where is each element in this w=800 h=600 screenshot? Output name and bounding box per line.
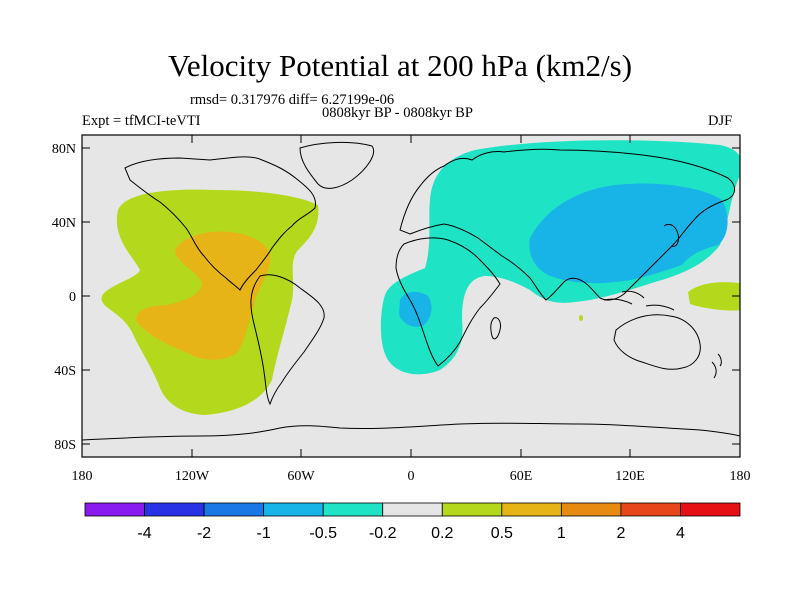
experiment-label: Expt = tfMCI-teVTI (82, 113, 201, 129)
coastline-maritime-continent (603, 290, 675, 311)
lat-label-40n: 40N (52, 216, 76, 231)
lon-label-0: 0 (408, 469, 415, 484)
colorbar-swatch (441, 502, 503, 517)
colorbar-swatch (144, 502, 205, 517)
coastline-north-america (124, 156, 317, 291)
coastline-australia (613, 314, 701, 370)
lon-label-180-east: 180 (730, 469, 751, 484)
season-label: DJF (708, 113, 733, 129)
colorbar-label: 2 (616, 525, 625, 542)
colorbar-label: -1 (257, 525, 271, 542)
colorbar-swatch (263, 502, 324, 517)
positive-anomaly-spot (579, 315, 583, 321)
colorbar-swatch (322, 502, 384, 517)
coastline-eurasia (399, 148, 735, 301)
colorbar-swatch (560, 502, 622, 517)
negative-anomaly-region-moderate-asia (529, 183, 728, 284)
lon-label-120e: 120E (615, 469, 645, 484)
map-title: Velocity Potential at 200 hPa (km2/s) (167, 48, 633, 83)
longitude-axis (191, 135, 631, 457)
coastline-africa (395, 237, 501, 367)
lat-label-80s: 80S (54, 438, 76, 453)
period-label: 0808kyr BP - 0808kyr BP (322, 105, 473, 121)
colorbar-swatch (501, 502, 562, 517)
lon-label-180-west: 180 (72, 469, 93, 484)
coastlines (82, 141, 740, 441)
colorbar-label: -4 (137, 525, 151, 542)
lat-label-80n: 80N (52, 142, 76, 157)
coastline-japan (663, 223, 679, 247)
colorbar-label: 1 (557, 525, 566, 542)
colorbar-label: -0.2 (369, 525, 397, 542)
coastline-madagascar (490, 317, 501, 340)
colorbar-label: -0.5 (309, 525, 337, 542)
colorbar-swatch (382, 502, 443, 517)
lon-label-120w: 120W (175, 469, 210, 484)
colorbar-label: 4 (676, 525, 685, 542)
colorbar-label: 0.5 (491, 525, 513, 542)
coastline-south-america (250, 274, 325, 406)
coastline-antarctica (82, 422, 740, 441)
stats-label: rmsd= 0.317976 diff= 6.27199e-06 (190, 92, 395, 108)
lon-label-60e: 60E (510, 469, 533, 484)
colorbar-swatch (680, 502, 741, 517)
colorbar-label: -2 (197, 525, 211, 542)
colorbar-swatch (620, 502, 681, 517)
coastline-new-zealand (711, 353, 722, 379)
positive-anomaly-region-moderate (136, 231, 271, 360)
lon-label-60w: 60W (287, 469, 315, 484)
colorbar-swatch (84, 502, 145, 517)
colorbar-label: 0.2 (431, 525, 453, 542)
positive-anomaly-region-west-pacific (688, 282, 740, 311)
colorbar-swatch (203, 502, 265, 517)
coastline-greenland (299, 141, 374, 189)
lat-label-40s: 40S (54, 364, 76, 379)
lat-label-0: 0 (69, 290, 76, 305)
colorbar: -4 -2 -1 -0.5 -0.2 0.2 0.5 1 2 4 (84, 502, 741, 542)
latitude-axis (82, 147, 740, 445)
